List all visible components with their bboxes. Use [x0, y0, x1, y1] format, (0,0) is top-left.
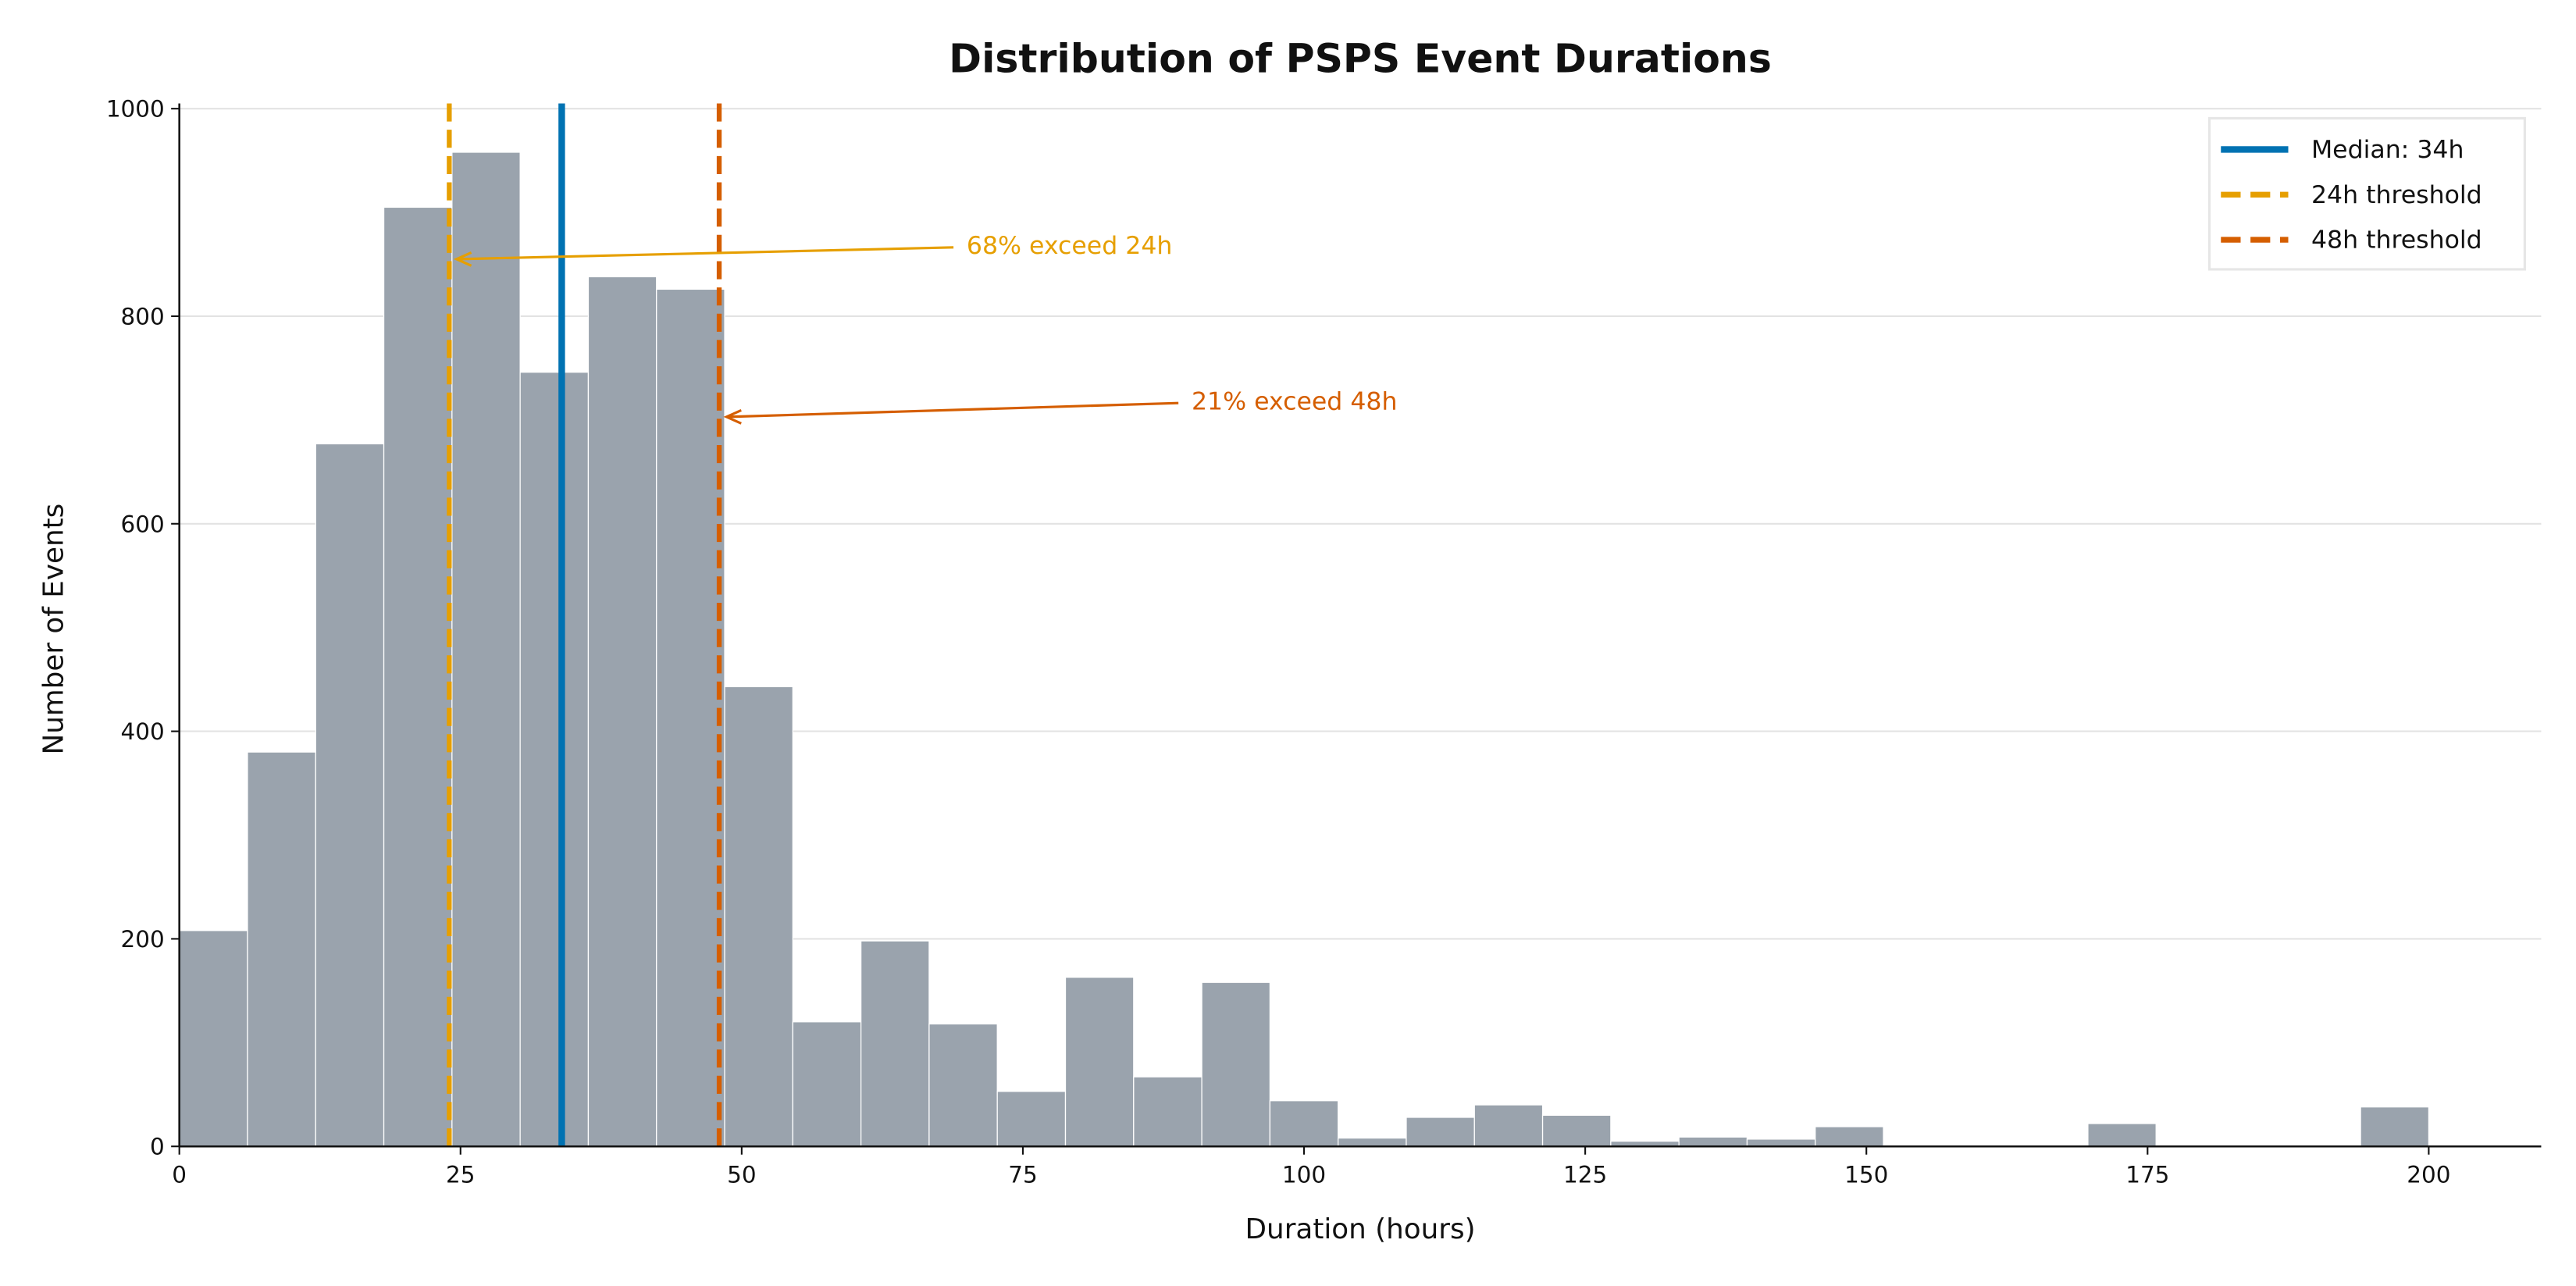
y-tick-label: 800 — [121, 303, 165, 330]
histogram-bar — [2360, 1106, 2430, 1147]
annotation-arrow — [728, 401, 1179, 419]
histogram-bar — [2087, 1123, 2157, 1147]
x-tick-label: 200 — [2407, 1161, 2450, 1188]
chart-title: Distribution of PSPS Event Durations — [949, 36, 1772, 82]
histogram-bar — [1269, 1100, 1339, 1147]
y-tick-label: 400 — [121, 718, 165, 745]
histogram-bar — [315, 443, 385, 1147]
x-tick-label: 175 — [2125, 1161, 2169, 1188]
histogram-bar — [1338, 1137, 1407, 1147]
histogram-bar — [1815, 1126, 1884, 1147]
histogram-bar — [996, 1091, 1067, 1147]
histogram-bar — [792, 1021, 862, 1147]
y-tick-label: 600 — [121, 511, 165, 537]
y-tick-label: 200 — [121, 926, 165, 953]
histogram-bar — [656, 288, 725, 1147]
x-tick-label: 75 — [1008, 1161, 1037, 1188]
x-tick-label: 100 — [1282, 1161, 1326, 1188]
histogram-bar — [179, 930, 248, 1147]
histogram-bar — [1678, 1136, 1748, 1147]
annotations: 68% exceed 24h 21% exceed 48h — [453, 232, 1397, 425]
reference-lines — [447, 103, 722, 1147]
x-tick-label: 25 — [446, 1161, 475, 1188]
histogram-bar — [519, 372, 590, 1147]
annotation-label: 68% exceed 24h — [967, 232, 1172, 260]
x-tick-label: 150 — [1844, 1161, 1888, 1188]
arrowhead-icon — [723, 409, 742, 425]
histogram-bar — [1541, 1114, 1612, 1147]
histogram-bar — [724, 686, 793, 1147]
x-axis-label: Duration (hours) — [1245, 1213, 1476, 1245]
histogram-bar — [587, 276, 657, 1147]
histogram-bar — [247, 751, 316, 1147]
legend: Median: 34h 24h threshold 48h threshold — [2207, 116, 2526, 271]
x-tick-label: 0 — [172, 1161, 187, 1188]
histogram-bar — [451, 151, 521, 1147]
bars — [179, 151, 2430, 1147]
x-tick-label: 50 — [727, 1161, 756, 1188]
legend-label: Median: 34h — [2311, 136, 2464, 164]
histogram-bar — [1473, 1104, 1544, 1147]
axes: 0 25 50 75 100 125 150 175 200 0 200 400 600 800 1000 — [106, 96, 2542, 1188]
histogram-bar — [1406, 1117, 1475, 1147]
histogram-bar — [1201, 981, 1271, 1147]
annotation-label: 21% exceed 48h — [1192, 388, 1397, 416]
legend-label: 48h threshold — [2311, 226, 2482, 255]
x-tick-label: 125 — [1563, 1161, 1607, 1188]
histogram-bar — [1746, 1138, 1816, 1147]
histogram-bar — [1064, 976, 1135, 1147]
arrowhead-icon — [453, 251, 472, 267]
histogram-bar — [1133, 1076, 1202, 1147]
histogram-bar — [928, 1023, 998, 1147]
annotation-arrow — [458, 246, 954, 261]
y-tick-label: 0 — [150, 1134, 165, 1160]
y-axis-label: Number of Events — [37, 504, 69, 755]
histogram-bar — [860, 940, 930, 1147]
histogram-bar — [383, 206, 453, 1147]
y-tick-label: 1000 — [106, 96, 165, 123]
legend-label: 24h threshold — [2311, 181, 2482, 209]
